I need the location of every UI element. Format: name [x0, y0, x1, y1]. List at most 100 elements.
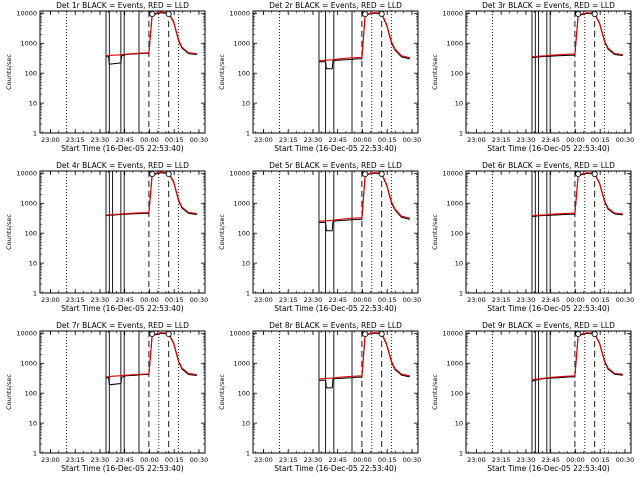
- lld-series-line: [105, 11, 197, 57]
- panel-5: Det 5r BLACK = Events, RED = LLD Counts/s…: [218, 161, 421, 313]
- x-tick-label: 23:45: [328, 296, 347, 304]
- lld-series-line: [531, 332, 623, 381]
- y-axis-label: Counts/sec: [5, 374, 13, 410]
- x-tick-label: 23:30: [517, 136, 536, 144]
- saturation-marker: [591, 170, 598, 177]
- y-tick-label: 100: [238, 69, 250, 77]
- x-tick-label: 00:30: [403, 456, 422, 464]
- panel-4: Det 4r BLACK = Events, RED = LLD Counts/s…: [5, 161, 208, 313]
- x-tick-label: 00:00: [353, 136, 372, 144]
- saturation-marker: [165, 10, 172, 17]
- x-tick-label: 00:15: [378, 296, 397, 304]
- x-tick-label: 23:00: [467, 456, 486, 464]
- x-tick-label: 00:15: [591, 136, 610, 144]
- x-tick-label: 00:30: [190, 456, 209, 464]
- x-tick-label: 00:30: [616, 296, 635, 304]
- x-tick-label: 00:00: [566, 136, 585, 144]
- x-axis-label: Start Time (16-Dec-05 22:53:40): [274, 464, 396, 473]
- y-tick-label: 10: [242, 419, 250, 427]
- x-axis-label: Start Time (16-Dec-05 22:53:40): [61, 464, 183, 473]
- plot-frame: [252, 330, 419, 454]
- y-axis-label: Counts/sec: [5, 54, 13, 90]
- x-tick-label: 00:00: [566, 296, 585, 304]
- events-series-line: [319, 172, 410, 232]
- x-tick-label: 00:30: [403, 296, 422, 304]
- y-tick-label: 1: [459, 129, 463, 137]
- y-axis-label: Counts/sec: [5, 214, 13, 250]
- x-tick-label: 00:30: [190, 136, 209, 144]
- saturation-marker: [378, 10, 385, 17]
- y-tick-label: 1000: [20, 360, 37, 368]
- x-tick-label: 23:15: [492, 136, 511, 144]
- y-tick-label: 1: [33, 449, 37, 457]
- y-axis-label: Counts/sec: [218, 374, 226, 410]
- x-tick-label: 23:00: [41, 456, 60, 464]
- lld-series-line: [105, 171, 197, 216]
- y-tick-label: 100: [238, 389, 250, 397]
- panel-3: Det 3r BLACK = Events, RED = LLD Counts/s…: [431, 1, 634, 153]
- x-tick-label: 23:00: [254, 136, 273, 144]
- y-tick-label: 1: [459, 289, 463, 297]
- x-tick-label: 00:00: [140, 296, 159, 304]
- x-tick-label: 23:15: [66, 136, 85, 144]
- x-tick-label: 00:15: [378, 136, 397, 144]
- x-tick-label: 23:30: [91, 456, 110, 464]
- y-tick-label: 100: [451, 229, 463, 237]
- x-tick-label: 23:15: [279, 456, 298, 464]
- panel-7: Det 7r BLACK = Events, RED = LLD Counts/s…: [5, 321, 208, 473]
- plot-frame: [252, 10, 419, 134]
- plot-frame: [465, 170, 632, 294]
- x-tick-label: 23:15: [492, 456, 511, 464]
- plot-frame: [252, 170, 419, 294]
- x-tick-label: 23:45: [328, 456, 347, 464]
- y-tick-label: 10000: [229, 330, 250, 338]
- y-axis-label: Counts/sec: [431, 374, 439, 410]
- plot-frame: [39, 170, 206, 294]
- x-tick-label: 00:30: [616, 456, 635, 464]
- x-tick-label: 00:00: [140, 456, 159, 464]
- x-tick-label: 23:00: [41, 296, 60, 304]
- x-tick-label: 23:45: [115, 136, 134, 144]
- y-axis-label: Counts/sec: [218, 214, 226, 250]
- saturation-marker: [165, 170, 172, 177]
- y-tick-label: 10000: [229, 10, 250, 18]
- saturation-marker: [378, 170, 385, 177]
- y-tick-label: 10: [242, 259, 250, 267]
- x-tick-label: 23:30: [304, 456, 323, 464]
- x-tick-label: 23:30: [91, 136, 110, 144]
- x-tick-label: 00:15: [378, 456, 397, 464]
- y-tick-label: 100: [451, 389, 463, 397]
- y-axis-label: Counts/sec: [431, 54, 439, 90]
- saturation-marker: [362, 330, 369, 337]
- x-tick-label: 00:00: [353, 296, 372, 304]
- x-tick-label: 00:30: [403, 136, 422, 144]
- saturation-marker: [149, 170, 156, 177]
- lld-series-line: [105, 332, 197, 378]
- x-axis-label: Start Time (16-Dec-05 22:53:40): [487, 304, 609, 313]
- panel-1: Det 1r BLACK = Events, RED = LLD Counts/s…: [5, 1, 208, 153]
- lld-series-line: [318, 331, 410, 380]
- panel-title: Det 4r BLACK = Events, RED = LLD: [56, 161, 189, 170]
- plot-frame: [39, 10, 206, 134]
- y-tick-label: 10: [29, 259, 37, 267]
- panel-2: Det 2r BLACK = Events, RED = LLD Counts/s…: [218, 1, 421, 153]
- y-tick-label: 10000: [442, 170, 463, 178]
- saturation-marker: [575, 330, 582, 337]
- y-tick-label: 100: [25, 69, 37, 77]
- y-tick-label: 1000: [233, 360, 250, 368]
- y-tick-label: 1000: [233, 200, 250, 208]
- x-tick-label: 23:45: [115, 296, 134, 304]
- x-tick-label: 23:30: [304, 136, 323, 144]
- panel-6: Det 6r BLACK = Events, RED = LLD Counts/s…: [431, 161, 634, 313]
- lld-series-line: [531, 12, 623, 58]
- lld-series-line: [318, 171, 410, 222]
- x-tick-label: 23:45: [541, 136, 560, 144]
- x-tick-label: 23:30: [91, 296, 110, 304]
- y-tick-label: 10: [29, 419, 37, 427]
- saturation-marker: [362, 10, 369, 17]
- x-tick-label: 23:30: [304, 296, 323, 304]
- y-tick-label: 1000: [446, 200, 463, 208]
- x-axis-label: Start Time (16-Dec-05 22:53:40): [274, 304, 396, 313]
- x-tick-label: 23:30: [517, 456, 536, 464]
